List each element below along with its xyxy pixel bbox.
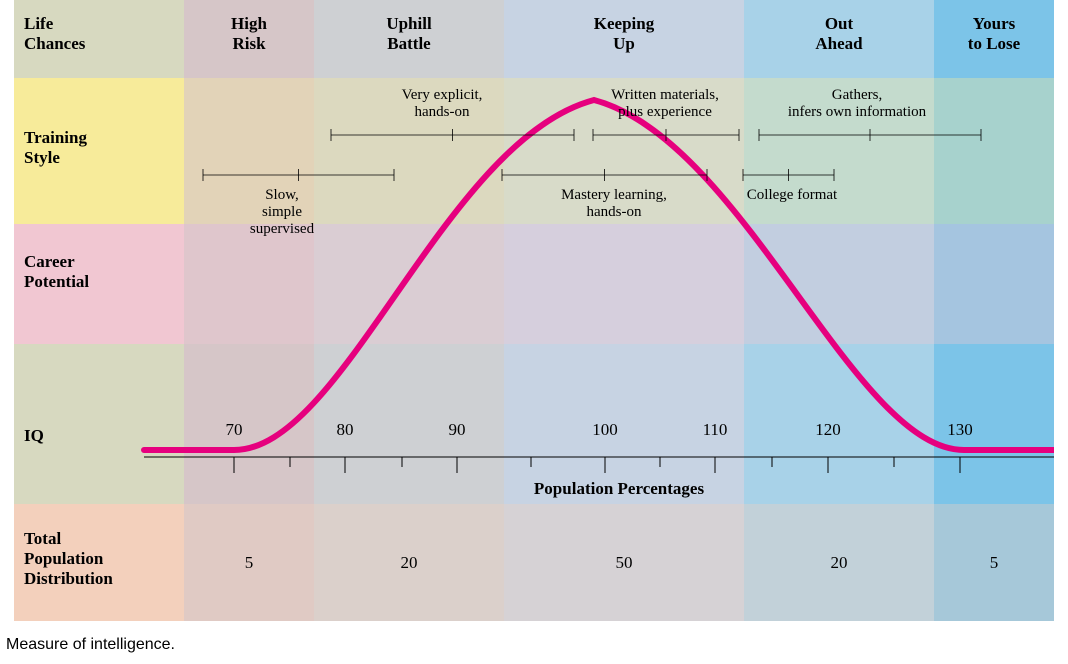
svg-text:Gathers,: Gathers, xyxy=(832,87,882,103)
figure-caption: Measure of intelligence. xyxy=(6,636,175,654)
bell-curve xyxy=(144,100,1054,450)
svg-text:80: 80 xyxy=(337,420,354,439)
svg-text:College format: College format xyxy=(747,187,838,203)
svg-text:supervised: supervised xyxy=(250,221,315,237)
svg-text:110: 110 xyxy=(703,420,728,439)
svg-text:hands-on: hands-on xyxy=(415,104,470,120)
svg-text:Population Percentages: Population Percentages xyxy=(534,479,705,498)
svg-text:70: 70 xyxy=(226,420,243,439)
svg-text:90: 90 xyxy=(449,420,466,439)
svg-text:Mastery learning,: Mastery learning, xyxy=(561,187,667,203)
svg-text:plus experience: plus experience xyxy=(618,104,712,120)
chart-svg-overlay: 70 80 90 100 110 120 130 Population Percentages… xyxy=(14,0,1054,621)
svg-text:130: 130 xyxy=(947,420,973,439)
svg-text:100: 100 xyxy=(592,420,618,439)
svg-text:Very explicit,: Very explicit, xyxy=(402,87,483,103)
svg-text:infers own information: infers own information xyxy=(788,104,927,120)
intelligence-infographic: LifeChancesTrainingStyleCareerPotentialI… xyxy=(0,0,1068,664)
svg-text:Slow,: Slow, xyxy=(265,187,299,203)
svg-text:hands-on: hands-on xyxy=(587,204,642,220)
svg-text:Written materials,: Written materials, xyxy=(611,87,719,103)
svg-text:120: 120 xyxy=(815,420,841,439)
svg-text:simple: simple xyxy=(262,204,302,220)
